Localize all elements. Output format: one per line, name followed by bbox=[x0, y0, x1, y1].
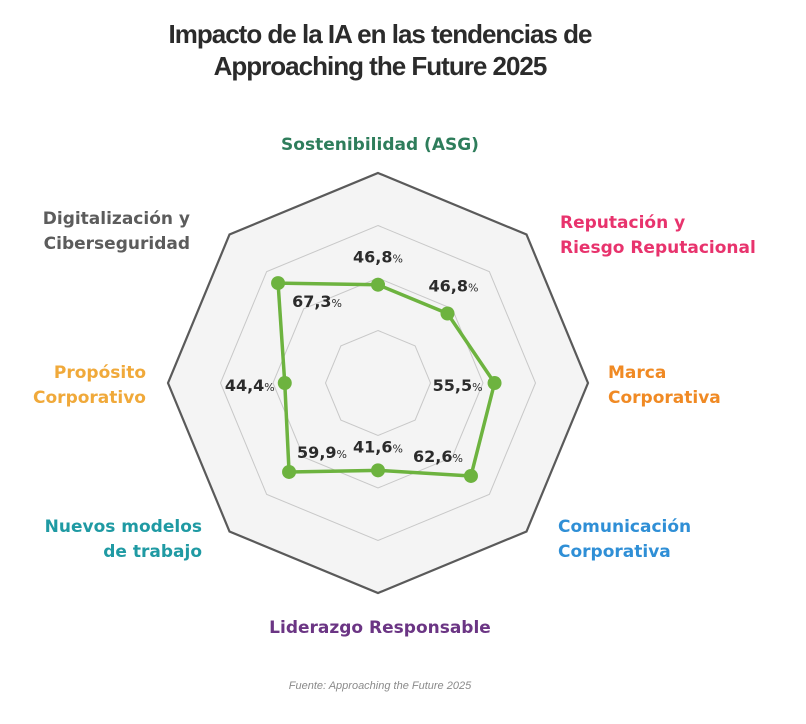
data-point-6 bbox=[282, 464, 297, 479]
category-label-6: Nuevos modelos bbox=[45, 517, 202, 537]
value-label-1: 46,8% bbox=[353, 248, 403, 267]
category-label-7: Corporativo bbox=[33, 388, 146, 408]
value-label-6: 59,9% bbox=[297, 443, 347, 462]
value-label-7: 44,4% bbox=[225, 376, 275, 395]
category-label-5: Liderazgo Responsable bbox=[269, 618, 491, 638]
category-label-8: Digitalización y bbox=[43, 209, 190, 229]
category-label-7: Propósito bbox=[54, 363, 146, 383]
value-label-5: 41,6% bbox=[353, 437, 403, 456]
data-point-3 bbox=[487, 376, 502, 390]
category-label-4: Corporativa bbox=[558, 542, 671, 562]
category-label-3: Marca bbox=[608, 363, 666, 383]
category-label-8: Ciberseguridad bbox=[44, 234, 190, 254]
category-label-4: Comunicación bbox=[558, 517, 691, 537]
source-note: Fuente: Approaching the Future 2025 bbox=[288, 680, 472, 692]
category-label-1: Sostenibilidad (ASG) bbox=[281, 135, 479, 155]
data-point-8 bbox=[271, 276, 286, 291]
data-point-4 bbox=[463, 468, 478, 483]
category-label-6: de trabajo bbox=[103, 542, 202, 562]
data-point-5 bbox=[371, 463, 385, 478]
category-label-2: Riesgo Reputacional bbox=[560, 238, 756, 258]
chart-title-line1: Impacto de la IA en las tendencias de bbox=[168, 19, 593, 49]
data-point-1 bbox=[371, 277, 385, 292]
value-label-8: 67,3% bbox=[292, 292, 342, 311]
chart-title: Impacto de la IA en las tendencias de Ap… bbox=[0, 18, 760, 82]
data-point-7 bbox=[277, 376, 292, 390]
radar-outer-border bbox=[166, 171, 590, 595]
category-label-2: Reputación y bbox=[560, 213, 685, 233]
chart-title-line2: Approaching the Future 2025 bbox=[213, 51, 548, 81]
radar-grid-ring bbox=[324, 329, 432, 437]
value-label-2: 46,8% bbox=[429, 277, 479, 296]
value-label-3: 55,5% bbox=[433, 376, 483, 395]
radar-grid-ring bbox=[219, 224, 537, 542]
value-label-4: 62,6% bbox=[413, 447, 463, 466]
category-label-3: Corporativa bbox=[608, 388, 721, 408]
data-point-2 bbox=[440, 306, 455, 321]
